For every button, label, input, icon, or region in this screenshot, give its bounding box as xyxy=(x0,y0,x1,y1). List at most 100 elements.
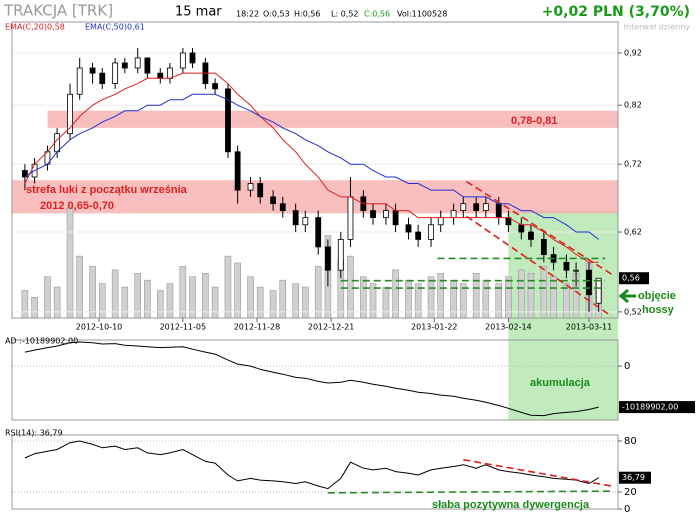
volume-bar xyxy=(527,273,535,318)
candle-body xyxy=(99,72,106,84)
last-value-label: -10189902,00 xyxy=(622,403,678,412)
candle-body xyxy=(415,231,422,240)
candle-body xyxy=(234,151,241,191)
volume-bar xyxy=(279,279,287,318)
volume-bar xyxy=(144,279,151,318)
candle-body xyxy=(121,62,128,69)
candle-body xyxy=(76,67,83,95)
y-tick-label: 0,52 xyxy=(624,307,642,316)
candle-body xyxy=(292,210,299,226)
candle-body xyxy=(482,203,489,212)
accumulation-label: akumulacja xyxy=(530,377,591,389)
trendline xyxy=(463,458,612,487)
volume-bar xyxy=(414,283,422,318)
ema50-legend: EMA(C,50)0,61 xyxy=(85,23,145,32)
candle-body xyxy=(189,52,196,64)
candle-body xyxy=(67,93,73,135)
trendline xyxy=(327,490,612,494)
volume-bar xyxy=(179,266,187,318)
x-tick-label: 2013-02-14 xyxy=(485,323,532,332)
interval: Interwał dzienny xyxy=(624,23,691,32)
trendline xyxy=(466,215,613,317)
candle-body xyxy=(257,183,264,198)
volume-bar xyxy=(382,286,390,318)
candle-body xyxy=(460,203,467,212)
ema-line xyxy=(24,72,599,263)
candle-body xyxy=(450,210,457,219)
trendline xyxy=(466,180,612,275)
volume-bar xyxy=(121,286,129,318)
candle-body xyxy=(473,203,480,212)
volume-bar xyxy=(302,286,309,318)
divergence-label: słaba pozytywna dywergencja xyxy=(432,499,590,511)
candle-body xyxy=(540,239,547,255)
time: 18:22 xyxy=(236,10,259,19)
volume-bar xyxy=(427,276,435,318)
volume-bar xyxy=(44,276,51,318)
volume-bar xyxy=(211,286,219,318)
volume-bar xyxy=(21,290,29,318)
x-tick-label: 2012-12-21 xyxy=(308,323,355,332)
ad-title: AD :-10189902,00 xyxy=(5,337,78,346)
indicator-line xyxy=(24,341,599,417)
volume-bar xyxy=(347,255,354,318)
candle-body xyxy=(370,210,376,219)
candle-body xyxy=(347,196,354,240)
volume-bar xyxy=(314,266,322,318)
bull-label: hossy xyxy=(642,304,675,316)
price-plot xyxy=(12,48,618,318)
upper-zone-label: 0,78-0,81 xyxy=(511,115,557,127)
volume-bar xyxy=(53,286,61,318)
rsi-title: RSI(14): 36,79 xyxy=(5,429,63,438)
candle-body xyxy=(112,62,119,84)
volume-bar xyxy=(134,273,142,318)
ohlc-high: H:0,56 xyxy=(294,10,321,19)
zone-band xyxy=(47,110,618,128)
x-tick-label: 2012-10-10 xyxy=(76,323,123,332)
volume-bar xyxy=(156,290,164,318)
indicator-line xyxy=(24,440,599,490)
y-tick-label: 0,92 xyxy=(624,48,642,57)
volume-bar xyxy=(505,276,512,318)
volume-bar xyxy=(224,255,232,318)
candle-body xyxy=(89,67,96,74)
candle-body xyxy=(337,239,344,271)
last-value-label: 36,79 xyxy=(622,473,645,482)
y-tick-label: 20 xyxy=(624,487,637,498)
candle-body xyxy=(270,196,276,205)
y-tick-label: 80 xyxy=(624,436,637,447)
x-tick-label: 2012-11-05 xyxy=(160,323,207,332)
volume-bar xyxy=(437,273,445,318)
candle-body xyxy=(563,261,570,271)
y-tick-label: 0,82 xyxy=(624,101,642,110)
volume-bar xyxy=(202,273,209,318)
gap-zone-label: strefa luki z początku września xyxy=(26,184,188,196)
ohlc-open: O:0,53 xyxy=(263,10,290,19)
ema20-legend: EMA(C,20)0,58 xyxy=(5,23,65,32)
price-change: +0,02 PLN (3,70%) xyxy=(542,4,690,20)
candle-body xyxy=(315,217,322,248)
candle-body xyxy=(405,224,412,233)
candle-body xyxy=(54,133,61,153)
ohlc-low: L: 0,52 xyxy=(331,10,359,19)
volume-bar xyxy=(189,276,196,318)
ema-line xyxy=(24,93,600,240)
background-layer xyxy=(12,110,618,420)
volume-bar xyxy=(76,255,83,318)
volume-bar xyxy=(369,283,377,318)
y-tick-label: 0,62 xyxy=(624,228,642,237)
last-value-box xyxy=(619,401,695,414)
candle-body xyxy=(392,210,399,226)
x-tick-label: 2012-11-28 xyxy=(234,323,281,332)
candle-body xyxy=(428,224,434,240)
volume-bar xyxy=(360,276,367,318)
ticker-title: TRAKCJA [TRK] xyxy=(3,2,113,20)
ohlc-volume: Vol:1100528 xyxy=(397,10,447,19)
candle-body xyxy=(324,246,331,271)
candle-body xyxy=(495,203,502,219)
volume-bar xyxy=(563,283,570,318)
volume-bar xyxy=(495,283,503,318)
indicator-panels xyxy=(12,341,618,509)
candle-body xyxy=(528,231,534,240)
